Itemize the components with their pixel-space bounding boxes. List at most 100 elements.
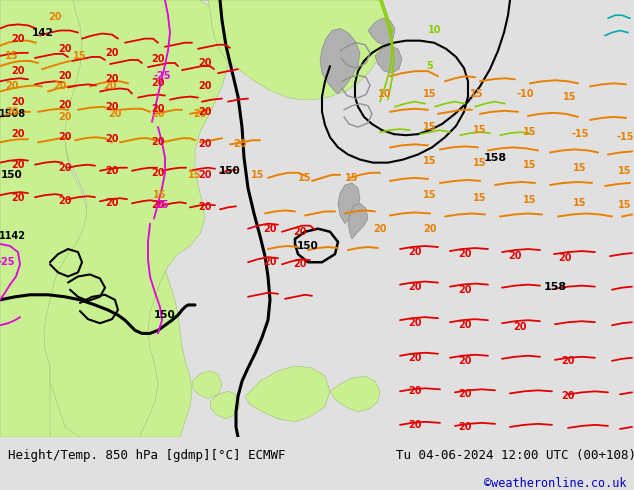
Text: -10: -10: [516, 89, 534, 98]
Text: 20: 20: [294, 227, 307, 237]
Text: 20: 20: [198, 58, 212, 68]
Text: 20: 20: [458, 249, 472, 259]
Text: 20: 20: [561, 356, 575, 366]
Polygon shape: [245, 366, 330, 422]
Text: 15: 15: [153, 190, 167, 200]
Text: 20: 20: [233, 139, 247, 149]
Text: 20: 20: [152, 168, 165, 178]
Text: 20: 20: [103, 81, 117, 92]
Text: 15: 15: [424, 89, 437, 98]
Text: 20: 20: [458, 285, 472, 294]
Text: 10: 10: [378, 89, 392, 98]
Text: 20: 20: [198, 170, 212, 180]
Polygon shape: [44, 0, 230, 437]
Text: 5: 5: [427, 61, 434, 71]
Text: 20: 20: [58, 163, 72, 172]
Text: 15: 15: [618, 200, 631, 210]
Text: 15: 15: [188, 170, 202, 180]
Text: 20: 20: [11, 97, 25, 107]
Text: 158: 158: [543, 282, 567, 292]
Text: 20: 20: [193, 109, 207, 119]
Text: 20: 20: [58, 99, 72, 110]
Text: 150: 150: [154, 310, 176, 320]
Polygon shape: [200, 0, 385, 99]
Polygon shape: [210, 392, 240, 419]
Text: 20: 20: [11, 160, 25, 170]
Text: 25: 25: [155, 200, 169, 210]
Polygon shape: [50, 256, 192, 437]
Text: 15: 15: [563, 92, 577, 101]
Polygon shape: [320, 28, 360, 94]
Text: 15: 15: [298, 173, 312, 183]
Text: 20: 20: [58, 132, 72, 142]
Text: 15: 15: [74, 51, 87, 61]
Text: 15: 15: [573, 163, 586, 172]
Text: 20: 20: [58, 71, 72, 81]
Text: 20: 20: [152, 200, 165, 210]
Text: 20: 20: [105, 102, 119, 112]
Text: 20: 20: [152, 104, 165, 114]
Polygon shape: [0, 0, 72, 336]
Text: 20: 20: [58, 44, 72, 54]
Text: -25: -25: [0, 257, 15, 267]
Text: 20: 20: [152, 109, 165, 119]
Text: 20: 20: [152, 54, 165, 64]
Text: 20: 20: [408, 353, 422, 363]
Polygon shape: [375, 46, 402, 73]
Text: 20: 20: [559, 253, 572, 263]
Text: 20: 20: [105, 166, 119, 176]
Text: 20: 20: [408, 386, 422, 396]
Text: 15: 15: [473, 125, 487, 135]
Text: 20: 20: [294, 259, 307, 270]
Text: 20: 20: [105, 134, 119, 144]
Text: 20: 20: [108, 109, 122, 119]
Text: 158: 158: [484, 152, 507, 163]
Text: 15: 15: [523, 195, 537, 205]
Polygon shape: [192, 371, 222, 398]
Text: 20: 20: [198, 202, 212, 212]
Text: 15: 15: [424, 122, 437, 132]
Text: 150: 150: [297, 241, 319, 251]
Text: 15: 15: [523, 127, 537, 137]
Text: 10: 10: [428, 25, 442, 35]
Text: 20: 20: [11, 193, 25, 203]
Text: 20: 20: [198, 81, 212, 92]
Text: Height/Temp. 850 hPa [gdmp][°C] ECMWF: Height/Temp. 850 hPa [gdmp][°C] ECMWF: [8, 449, 285, 462]
Text: 20: 20: [514, 322, 527, 332]
Text: 20: 20: [458, 320, 472, 330]
Text: 20: 20: [105, 74, 119, 84]
Text: 15: 15: [573, 198, 586, 208]
Text: 1142: 1142: [0, 231, 25, 241]
Text: 5: 5: [387, 25, 393, 35]
Polygon shape: [368, 18, 395, 45]
Text: 20: 20: [373, 224, 387, 234]
Text: 20: 20: [458, 422, 472, 432]
Polygon shape: [330, 376, 380, 412]
Text: 20: 20: [53, 81, 67, 92]
Text: 20: 20: [458, 390, 472, 399]
Text: 20: 20: [198, 107, 212, 117]
Text: 20: 20: [5, 107, 19, 117]
Text: Tu 04-06-2024 12:00 UTC (00+108): Tu 04-06-2024 12:00 UTC (00+108): [396, 449, 634, 462]
Text: -15: -15: [571, 129, 589, 139]
Text: 20: 20: [58, 112, 72, 122]
Text: 15: 15: [618, 166, 631, 176]
Text: -25: -25: [153, 71, 171, 81]
Text: 20: 20: [408, 247, 422, 257]
Text: 15: 15: [424, 156, 437, 166]
Text: 15: 15: [5, 51, 19, 61]
Text: 15: 15: [470, 89, 484, 98]
Text: 20: 20: [152, 78, 165, 88]
Text: 20: 20: [11, 129, 25, 139]
Text: 15: 15: [346, 173, 359, 183]
Text: 20: 20: [105, 198, 119, 208]
Text: 20: 20: [424, 224, 437, 234]
Text: 20: 20: [105, 48, 119, 58]
Text: 20: 20: [408, 318, 422, 328]
Text: 20: 20: [263, 224, 277, 234]
Text: 20: 20: [508, 251, 522, 261]
Text: 20: 20: [5, 81, 19, 92]
Text: 150: 150: [1, 170, 23, 180]
Text: 20: 20: [152, 137, 165, 147]
Text: 20: 20: [11, 66, 25, 76]
